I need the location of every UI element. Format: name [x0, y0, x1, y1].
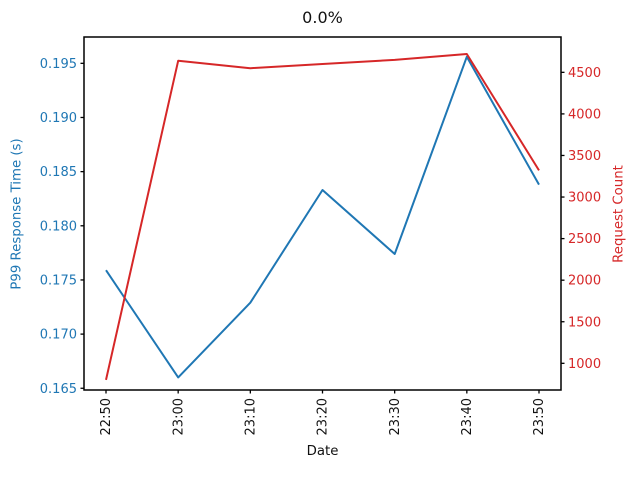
y-tick-label-left: 0.180 — [40, 219, 77, 234]
x-tick-label: 23:20 — [316, 398, 331, 435]
y-tick-label-right: 1000 — [568, 357, 601, 372]
x-tick-label: 23:40 — [460, 398, 475, 435]
y-tick-label-left: 0.185 — [40, 165, 77, 180]
y-tick-label-left: 0.195 — [40, 57, 77, 72]
series-line-response-time — [105, 55, 540, 379]
x-tick-label: 22:50 — [99, 398, 114, 435]
y-tick-label-right: 3500 — [568, 149, 601, 164]
x-axis-label: Date — [306, 444, 339, 459]
y-tick-label-right: 4000 — [568, 107, 601, 122]
x-tick-label: 23:30 — [388, 398, 403, 435]
y-tick-label-left: 0.165 — [40, 382, 77, 397]
x-tick-label: 23:50 — [532, 398, 547, 435]
chart-title: 0.0% — [302, 8, 343, 27]
x-tick-label: 23:10 — [243, 398, 258, 435]
y-tick-label-right: 3000 — [568, 191, 601, 206]
y-tick-label-right: 2000 — [568, 274, 601, 289]
y-tick-label-right: 4500 — [568, 66, 601, 81]
y-tick-label-left: 0.170 — [40, 328, 77, 343]
y-tick-label-left: 0.175 — [40, 274, 77, 289]
series-line-request-count — [105, 53, 540, 381]
x-tick-label: 23:00 — [171, 398, 186, 435]
plot-border — [83, 36, 562, 391]
y-tick-label-left: 0.190 — [40, 111, 77, 126]
y-tick-label-right: 2500 — [568, 232, 601, 247]
y-tick-label-right: 1500 — [568, 315, 601, 330]
